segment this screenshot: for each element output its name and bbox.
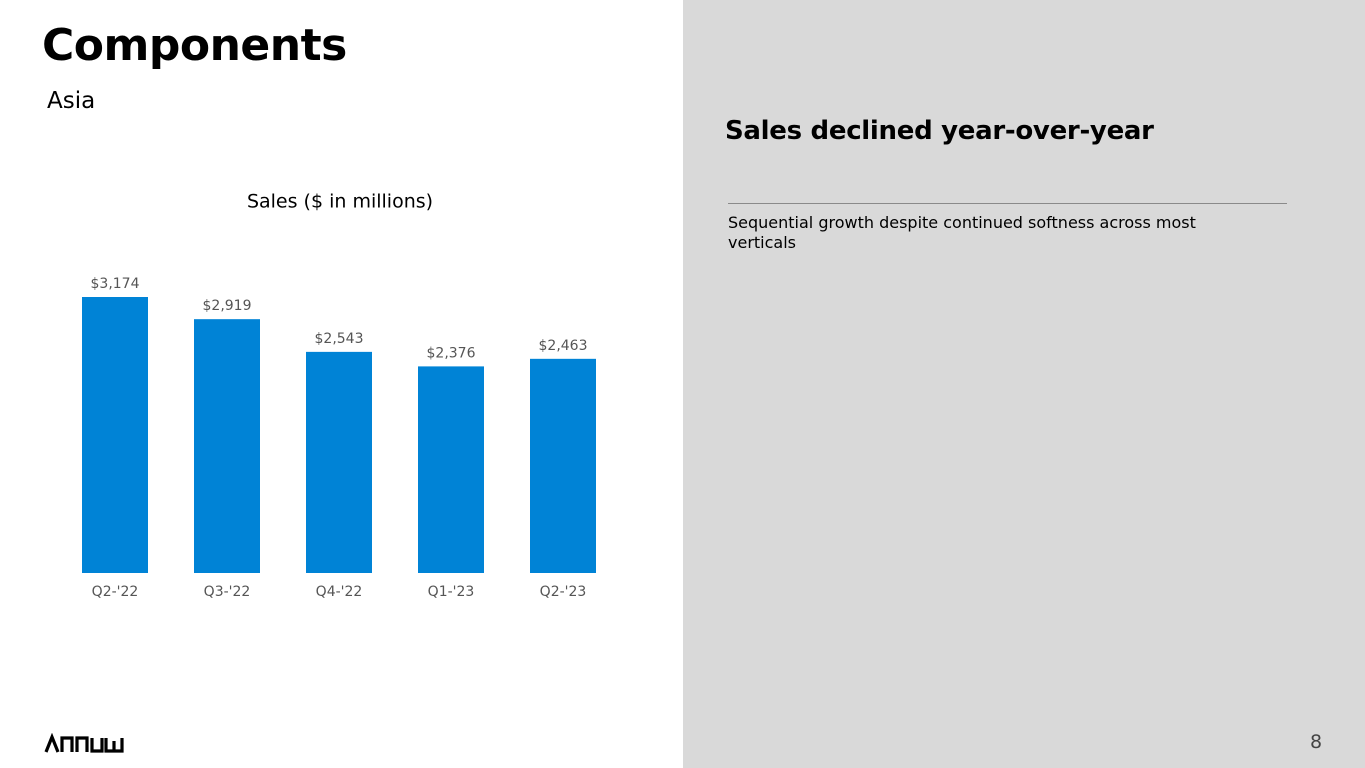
- value-label: $2,543: [315, 331, 364, 347]
- slide-title: Components: [42, 20, 347, 71]
- chart-title: Sales ($ in millions): [247, 191, 433, 213]
- right-panel: Sales declined year-over-year Sequential…: [683, 0, 1365, 768]
- x-tick-label: Q3-'22: [204, 584, 251, 600]
- value-label: $2,919: [203, 298, 252, 314]
- value-label: $2,376: [427, 345, 476, 361]
- divider: [728, 203, 1287, 204]
- panel-note: Sequential growth despite continued soft…: [728, 213, 1196, 252]
- chart: Sales ($ in millions) $3,174 Q2-'22 $2,919…: [82, 191, 596, 600]
- value-label: $2,463: [539, 338, 588, 354]
- x-tick-label: Q4-'22: [316, 584, 363, 600]
- page-number: 8: [1310, 731, 1323, 753]
- logo: [44, 733, 124, 753]
- value-label: $3,174: [91, 276, 140, 292]
- slide-subtitle: Asia: [47, 88, 96, 114]
- bar: [82, 297, 148, 573]
- bar: [530, 358, 596, 573]
- bar: [194, 319, 260, 573]
- panel-heading: Sales declined year-over-year: [725, 116, 1154, 146]
- x-tick-label: Q2-'22: [92, 584, 139, 600]
- left-panel: Components Asia Sales ($ in millions) $3…: [42, 20, 596, 753]
- bar: [418, 366, 484, 573]
- x-tick-label: Q1-'23: [428, 584, 475, 600]
- x-tick-label: Q2-'23: [540, 584, 587, 600]
- bar: [306, 351, 372, 573]
